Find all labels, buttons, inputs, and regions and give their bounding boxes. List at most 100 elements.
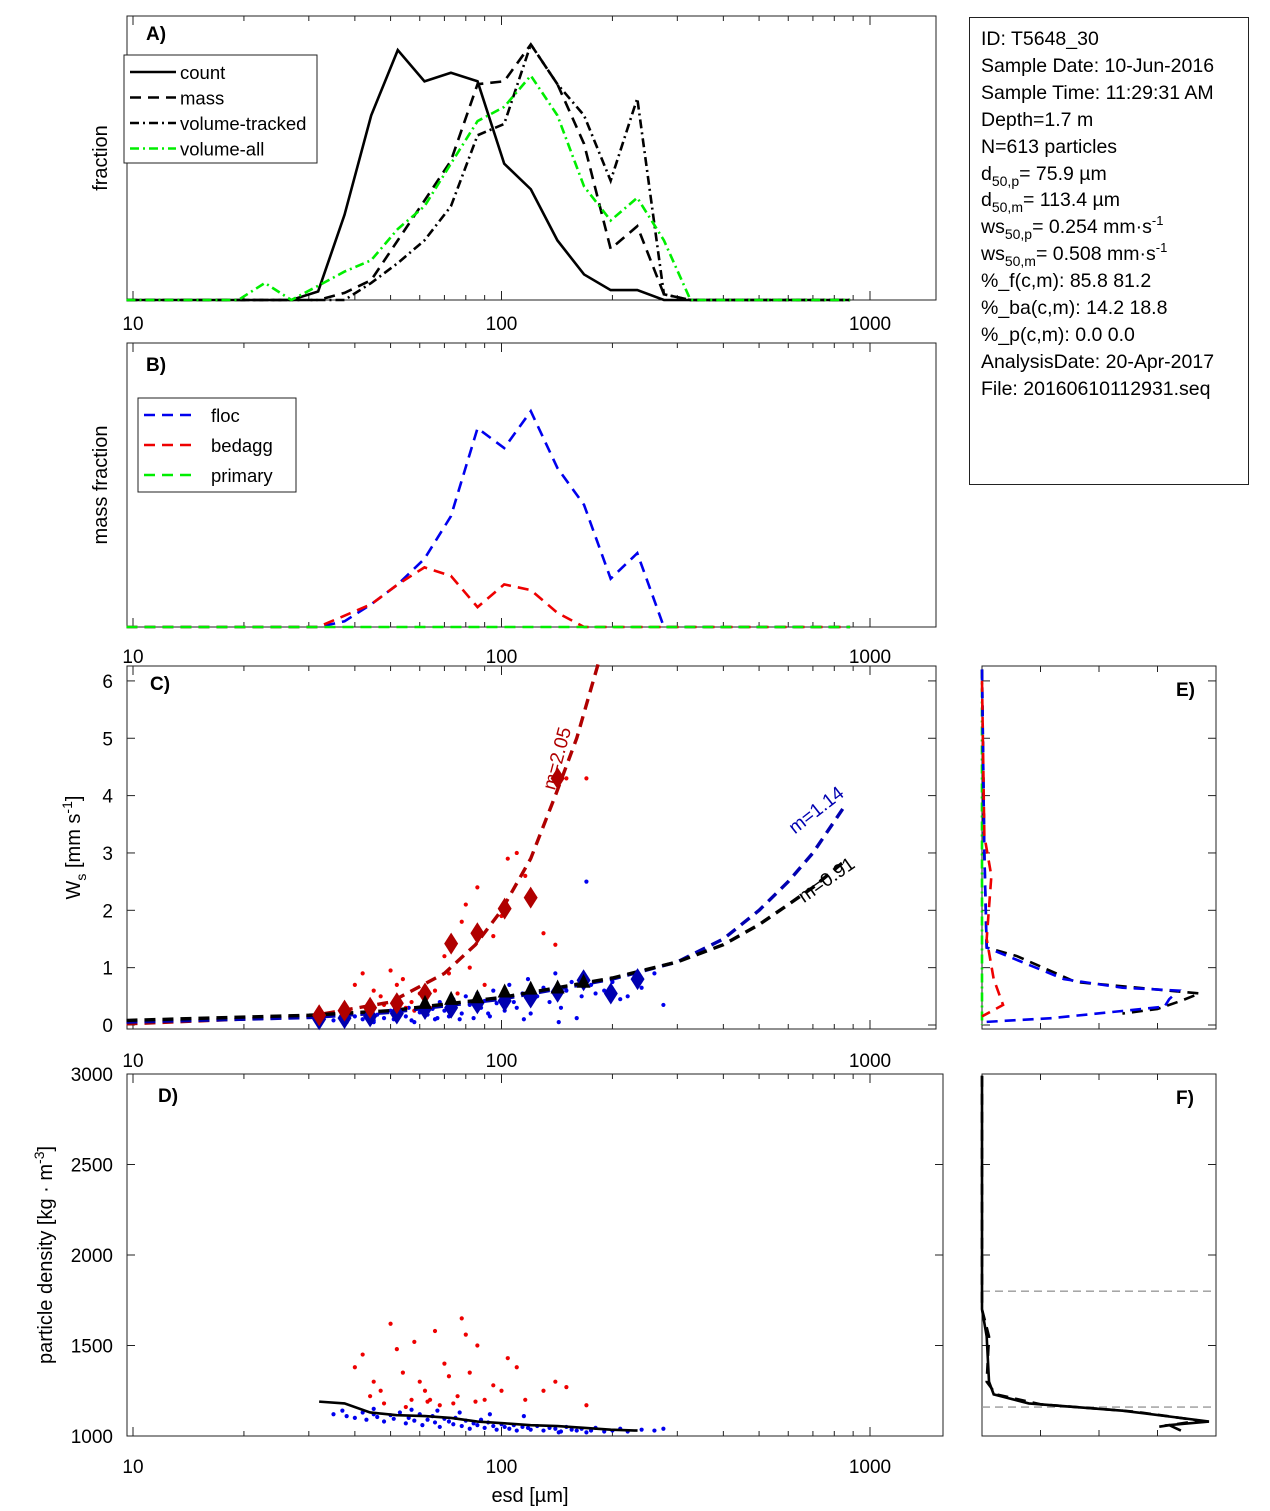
bedagg-density-point: [505, 1356, 510, 1361]
floc-density-point: [514, 1428, 519, 1433]
x-tick-label: 1000: [849, 647, 891, 668]
bedagg-density-point: [564, 1385, 569, 1390]
info-pre: Sample Time: 11:29:31 AM: [981, 81, 1214, 104]
floc-density-point: [375, 1414, 380, 1420]
bedagg-density-point: [459, 1316, 464, 1321]
info-line: %_ba(c,m): 14.2 18.8: [981, 295, 1248, 322]
y-tick-label: 6: [102, 672, 113, 693]
floc-particle-point: [639, 985, 644, 990]
y-tick-label: 4: [102, 787, 113, 808]
bedagg-particle-point: [394, 982, 399, 987]
floc-density-point: [352, 1415, 357, 1420]
bedagg-density-point: [467, 1370, 472, 1375]
info-line: Sample Time: 11:29:31 AM: [981, 80, 1248, 107]
x-tick-label: 1000: [849, 1457, 891, 1478]
bedagg-mean-diamond: [523, 886, 538, 909]
floc-density-point: [556, 1430, 561, 1435]
bedagg-mean-diamond: [312, 1004, 327, 1027]
legend-label-bedagg: bedagg: [211, 435, 273, 456]
info-pre: ws: [981, 216, 1005, 239]
floc-density-point: [569, 1427, 574, 1432]
panel-e-profile-black: [980, 669, 1201, 1015]
all-mean-triangle: [417, 994, 432, 1009]
panel-d-label: D): [158, 1086, 178, 1107]
bedagg-particle-point: [455, 991, 460, 996]
floc-particle-point: [435, 1016, 440, 1021]
x-tick-label: 1000: [849, 1051, 891, 1072]
floc-density-point: [528, 1427, 533, 1432]
info-post: = 75.9 µm: [1019, 162, 1107, 185]
all-mean-triangle: [550, 979, 565, 994]
floc-density-point: [364, 1417, 369, 1422]
series-volume-all: [126, 73, 851, 302]
legend-label-volume-tracked: volume-tracked: [180, 113, 306, 134]
floc-density-point: [435, 1408, 440, 1413]
floc-particle-point: [514, 1005, 519, 1010]
floc-density-point: [457, 1410, 462, 1415]
floc-particle-point: [360, 1017, 365, 1022]
bedagg-density-point: [491, 1383, 496, 1388]
floc-density-point: [425, 1417, 430, 1422]
info-sub: 50,m: [1004, 253, 1036, 270]
floc-particle-point: [625, 994, 630, 999]
floc-particle-point: [409, 1018, 414, 1023]
info-pre: d: [981, 162, 992, 185]
panel-e-profile-red: [980, 680, 1005, 1018]
floc-particle-point: [471, 1016, 476, 1021]
info-pre: d: [981, 189, 992, 212]
floc-density-point: [467, 1426, 472, 1431]
floc-particle-point: [553, 971, 558, 976]
info-post: = 113.4 µm: [1022, 189, 1121, 212]
legend-label-mass: mass: [180, 88, 224, 109]
info-line: Sample Date: 10-Jun-2016: [981, 53, 1248, 80]
panel-d-ylabel: particle density [kg · m-3]: [31, 1146, 57, 1364]
y-tick-label: 5: [102, 729, 113, 750]
x-tick-label: 100: [486, 1457, 518, 1478]
bedagg-particle-point: [388, 968, 393, 973]
fit-label-all: m=0.91: [795, 854, 859, 908]
bedagg-particle-point: [523, 873, 528, 878]
floc-particle-point: [528, 1011, 533, 1016]
bedagg-density-point: [463, 1332, 468, 1337]
floc-particle-point: [521, 1017, 526, 1022]
floc-density-point: [420, 1423, 425, 1428]
info-line: d50,p= 75.9 µm: [981, 161, 1248, 188]
bedagg-density-point: [584, 1403, 589, 1408]
x-tick-label: 1000: [849, 314, 891, 335]
info-pre: N=613 particles: [981, 135, 1118, 158]
bedagg-density-point: [499, 1388, 504, 1393]
legend-label-count: count: [180, 62, 225, 83]
series-bedagg: [126, 565, 851, 629]
x-tick-label: 10: [122, 1457, 143, 1478]
legend-label-volume-all: volume-all: [180, 139, 264, 160]
bedagg-density-point: [455, 1394, 460, 1399]
info-line: ws50,m= 0.508 mm·s-1: [981, 241, 1248, 268]
floc-density-point: [344, 1413, 349, 1419]
bedagg-particle-point: [564, 776, 569, 781]
info-post: = 0.254 mm·s: [1032, 216, 1152, 239]
floc-particle-point: [593, 991, 598, 996]
info-line: N=613 particles: [981, 134, 1248, 161]
floc-particle-point: [652, 971, 657, 976]
info-post: = 0.508 mm·s: [1035, 243, 1156, 266]
panel-f-label: F): [1176, 1088, 1194, 1109]
bedagg-density-point: [437, 1403, 442, 1408]
floc-density-point: [381, 1419, 387, 1424]
panel-f-profile-dashed: [980, 1075, 1200, 1429]
info-sup: -1: [1151, 213, 1164, 229]
bedagg-mean-diamond: [470, 922, 485, 945]
info-line: AnalysisDate: 20-Apr-2017: [981, 349, 1248, 376]
panel-b-label: B): [146, 355, 166, 376]
floc-fit: [126, 806, 846, 1024]
floc-density-point: [475, 1423, 480, 1428]
bedagg-mean-diamond: [417, 982, 432, 1005]
ylabel-part: particle density [kg · m: [35, 1164, 57, 1364]
floc-particle-point: [491, 988, 496, 993]
bedagg-density-point: [388, 1321, 393, 1326]
bedagg-density-point: [482, 1397, 487, 1402]
bedagg-particle-point: [463, 902, 468, 907]
floc-particle-point: [558, 1005, 564, 1010]
x-tick-label: 10: [122, 1051, 143, 1072]
